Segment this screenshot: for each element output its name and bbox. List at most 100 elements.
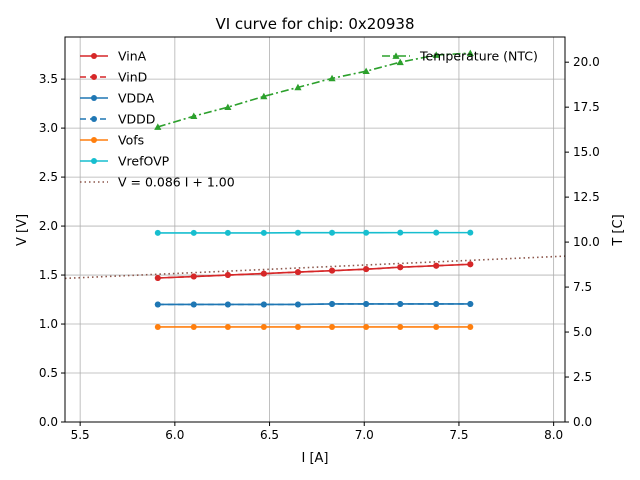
data-point (260, 270, 267, 277)
data-point (294, 323, 301, 330)
y2-tick-label: 12.5 (573, 190, 600, 204)
legend-marker (91, 74, 97, 80)
data-point (433, 229, 440, 236)
data-point (190, 323, 197, 330)
y2-tick-label: 17.5 (573, 100, 600, 114)
legend-label: Vofs (118, 133, 144, 148)
legend-label: Temperature (NTC) (419, 49, 538, 64)
y-tick-label: 1.5 (39, 268, 58, 282)
y2-axis-label: T [C] (611, 214, 626, 246)
data-point (224, 272, 231, 279)
data-point (467, 323, 474, 330)
data-point (467, 300, 474, 307)
data-point (433, 323, 440, 330)
y-axis-ticks: 0.0 0.5 1.0 1.5 2.0 2.5 3.0 3.5 (39, 72, 65, 429)
data-point (397, 229, 404, 236)
grid (65, 37, 565, 423)
data-point (190, 229, 197, 236)
data-point (224, 103, 232, 111)
data-point (260, 323, 267, 330)
data-point (154, 229, 161, 236)
data-point (433, 262, 440, 269)
legend-entry: Temperature (NTC) (382, 49, 538, 64)
x-tick-label: 6.5 (260, 428, 279, 442)
y-axis-label: V [V] (15, 214, 30, 246)
x-tick-label: 7.0 (355, 428, 374, 442)
x-tick-label: 6.0 (165, 428, 184, 442)
y-tick-label: 0.0 (39, 415, 58, 429)
data-point (260, 92, 268, 100)
data-point (294, 301, 301, 308)
y-tick-label: 3.0 (39, 121, 58, 135)
data-point (432, 51, 440, 58)
series-vrefovp (154, 229, 474, 236)
data-point (224, 229, 231, 236)
legend-entry: VDDA (80, 91, 155, 106)
data-point (294, 229, 301, 236)
y2-tick-label: 5.0 (573, 325, 592, 339)
x-tick-label: 5.5 (71, 428, 90, 442)
data-point (363, 323, 370, 330)
series-line (157, 263, 471, 279)
legend-marker (91, 53, 97, 59)
data-point (294, 83, 302, 91)
legend-marker (91, 158, 97, 164)
x-axis-label: I [A] (301, 451, 328, 466)
series-vind (154, 261, 474, 281)
chart-title: VI curve for chip: 0x20938 (215, 15, 414, 33)
legend-marker (392, 52, 400, 59)
legend-marker (91, 137, 97, 143)
series-temperature-ntc (154, 49, 474, 130)
legend-entry: VinA (80, 49, 147, 64)
data-point (329, 300, 336, 307)
data-point (154, 274, 161, 281)
data-point (260, 229, 267, 236)
series-vddd (154, 300, 474, 308)
data-point (329, 267, 336, 274)
data-point (433, 300, 440, 307)
x-tick-label: 8.0 (544, 428, 563, 442)
legend-entry: Vofs (80, 133, 144, 148)
legend-label: VinA (118, 49, 147, 64)
data-point (328, 74, 336, 82)
data-point (224, 323, 231, 330)
plot-area (65, 49, 565, 330)
y-tick-label: 3.5 (39, 72, 58, 86)
legend-label: VinD (118, 70, 147, 85)
legend-entry: VinD (80, 70, 147, 85)
y2-tick-label: 7.5 (573, 280, 592, 294)
series-vina (154, 261, 474, 281)
data-point (467, 229, 474, 236)
legend-label: V = 0.086 I + 1.00 (118, 175, 235, 190)
data-point (363, 300, 370, 307)
data-point (363, 229, 370, 236)
data-point (363, 266, 370, 273)
data-point (467, 261, 474, 268)
y2-tick-label: 20.0 (573, 55, 600, 69)
legend-label: VrefOVP (118, 154, 170, 169)
data-point (362, 67, 370, 75)
data-point (329, 229, 336, 236)
plot-lines (65, 49, 565, 330)
data-point (154, 301, 161, 308)
series-line (157, 52, 471, 128)
data-point (397, 323, 404, 330)
legend-label: VDDD (118, 112, 155, 127)
legend-label: VDDA (118, 91, 155, 106)
data-point (190, 273, 197, 280)
legend-right: Temperature (NTC) (382, 49, 538, 64)
legend-entry: V = 0.086 I + 1.00 (80, 175, 235, 190)
data-point (397, 300, 404, 307)
plot-frame (64, 36, 566, 423)
data-point (224, 301, 231, 308)
data-point (396, 58, 404, 66)
data-point (190, 301, 197, 308)
y-tick-label: 0.5 (39, 366, 58, 380)
y2-tick-label: 15.0 (573, 145, 600, 159)
series-vofs (154, 323, 474, 330)
legend-entry: VrefOVP (80, 154, 170, 169)
data-point (397, 264, 404, 271)
y-tick-label: 2.0 (39, 219, 58, 233)
data-point (294, 269, 301, 276)
